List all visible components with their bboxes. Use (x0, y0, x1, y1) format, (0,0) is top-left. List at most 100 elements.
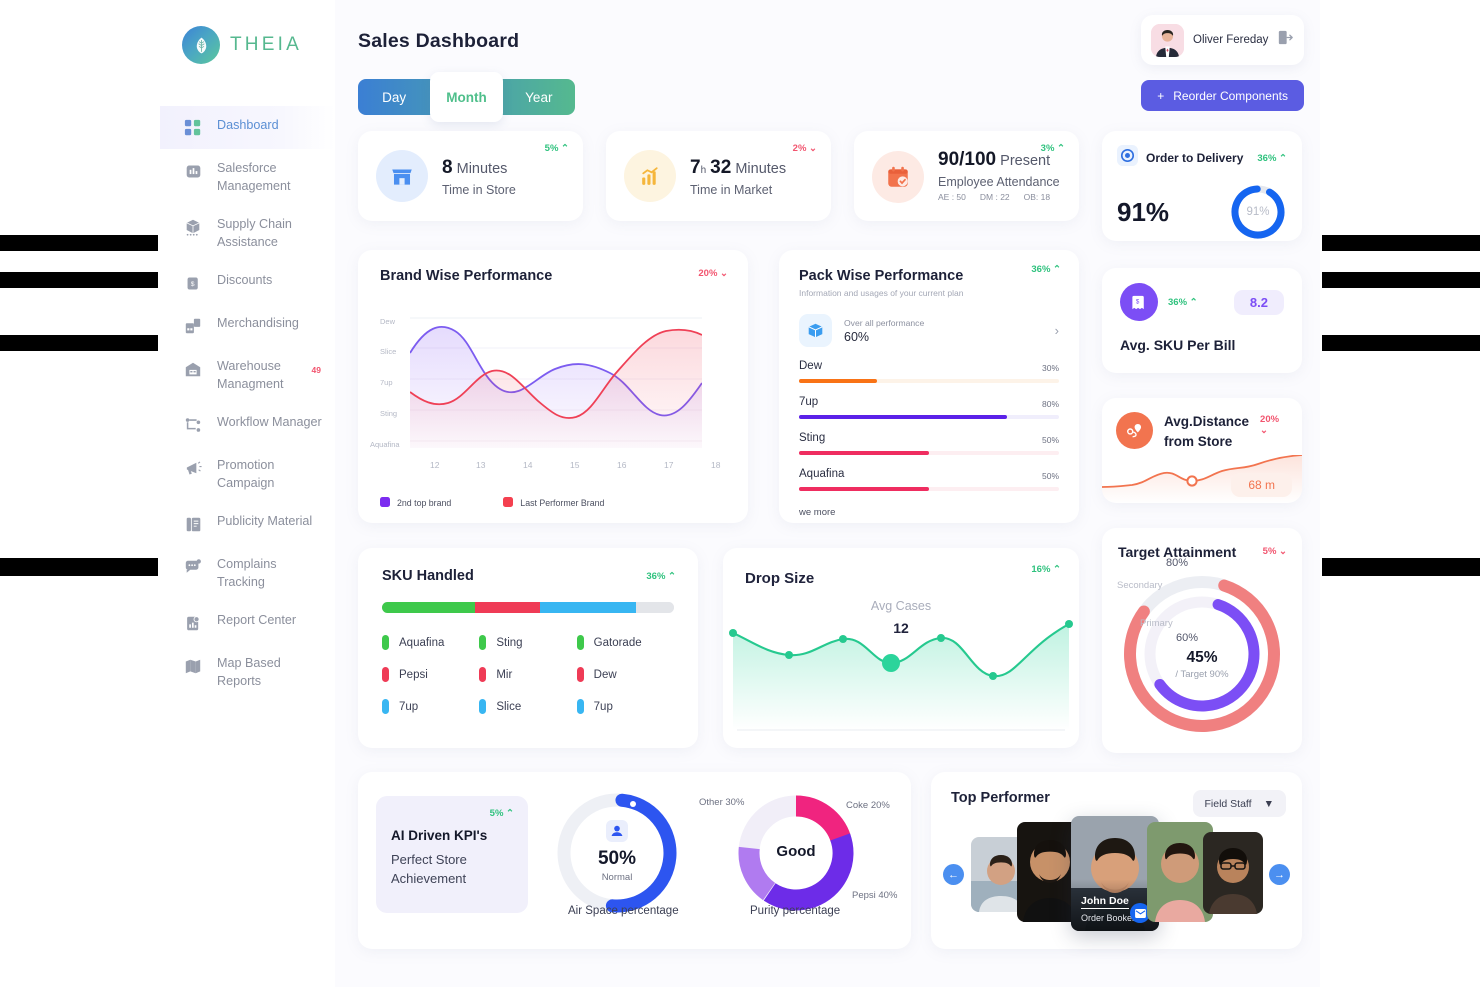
overall-label: Over all performance (844, 317, 925, 328)
purity-caption: Purity percentage (750, 905, 841, 917)
stat-delta: 5% ⌃ (544, 143, 569, 154)
card-top-performer[interactable]: Top Performer Field Staff ▼ ← → John Doe… (931, 772, 1302, 949)
performer-photo[interactable] (1147, 822, 1213, 922)
air-space-caption: Air Space percentage (568, 905, 679, 917)
sidebar-item-workflow-manager[interactable]: Workflow Manager (160, 403, 335, 446)
next-arrow-button[interactable]: → (1269, 864, 1290, 885)
sidebar-item-complains-tracking[interactable]: Complains Tracking (160, 545, 335, 601)
receipt-money-icon: $ (1120, 283, 1158, 321)
purity-label-coke: Coke 20% (846, 800, 890, 811)
chart-legend: 2nd top brand Last Performer Brand (380, 497, 604, 508)
order-delivery-value: 91% (1117, 196, 1170, 227)
stat-delta: 3% ⌃ (1040, 143, 1065, 154)
pack-row-7up: 7up 80% (799, 396, 1059, 419)
pack-name: Aquafina (799, 468, 845, 480)
chevron-down-icon: ▼ (1263, 797, 1274, 810)
card-delta: 16% ⌃ (1031, 564, 1061, 575)
performer-photo[interactable] (1203, 832, 1263, 914)
sidebar-item-merchandising[interactable]: Merchandising (160, 304, 335, 347)
card-brand-wise-performance[interactable]: Brand Wise Performance 20% ⌄ Dew Slice 7… (358, 250, 748, 523)
sidebar-item-report-center[interactable]: Report Center (160, 601, 335, 644)
list-item: 7up (576, 699, 674, 714)
stat-card-employee-attendance[interactable]: 3% ⌃ 90/100 Present Employee Attendance … (854, 131, 1079, 221)
legend-pill (576, 667, 584, 682)
pack-row-aquafina: Aquafina 50% (799, 468, 1059, 491)
tab-year[interactable]: Year (525, 89, 553, 105)
card-ai-driven-kpi[interactable]: 5% ⌃ AI Driven KPI's Perfect Store Achiev… (358, 772, 911, 949)
stat-label: Time in Market (690, 182, 773, 197)
box-icon (182, 216, 204, 238)
svg-text:$: $ (190, 281, 194, 288)
logout-icon[interactable] (1277, 30, 1294, 50)
sidebar-item-salesforce-management[interactable]: Salesforce Management (160, 149, 335, 205)
primary-ring-label: Primary (1140, 618, 1173, 629)
overall-performance-row[interactable]: Over all performance 60% › (799, 314, 1059, 347)
stat-value: 90/100 Present (938, 149, 1051, 170)
user-profile-chip[interactable]: Oliver Fereday (1141, 15, 1304, 65)
redaction-bar (0, 558, 158, 576)
mail-icon[interactable] (1130, 903, 1150, 923)
tab-day[interactable]: Day (382, 89, 407, 105)
stat-card-time-in-market[interactable]: 2% ⌄ 7h 32 Minutes Time in Market (606, 131, 831, 221)
sidebar: THEIA Dashboard Salesforce Management (160, 0, 335, 987)
chevron-right-icon[interactable]: › (1054, 323, 1059, 338)
sidebar-item-label: Workflow Manager (217, 415, 322, 429)
sidebar-item-warehouse-managment[interactable]: Warehouse Managment 49 (160, 347, 335, 403)
legend-pill (479, 699, 487, 714)
see-more-link[interactable]: we more (799, 507, 836, 518)
performer-name: John Doe (1081, 895, 1129, 909)
person-icon (554, 820, 680, 847)
card-drop-size[interactable]: Drop Size 16% ⌃ Avg Cases 12 (723, 548, 1079, 748)
sidebar-item-discounts[interactable]: $ Discounts (160, 261, 335, 304)
card-target-attainment[interactable]: Target Attainment 5% ⌄ Secondary Primary… (1102, 528, 1302, 753)
card-sku-handled[interactable]: SKU Handled 36% ⌃ Aquafina Sting Gatorad… (358, 548, 698, 748)
legend-pill (479, 635, 487, 650)
stat-value: 7h 32 Minutes (690, 157, 787, 179)
documents-icon (182, 513, 204, 535)
kpi-title: AI Driven KPI's (391, 828, 488, 843)
tab-month[interactable]: Month (430, 72, 503, 122)
legend-pill (382, 635, 389, 650)
sidebar-item-supply-chain-assistance[interactable]: Supply Chain Assistance (160, 205, 335, 261)
sku-segment-blue (539, 602, 637, 613)
pack-progress-track (799, 379, 1059, 383)
performer-photo-featured[interactable]: John Doe Order Booker (1071, 816, 1159, 931)
top-performer-filter-select[interactable]: Field Staff ▼ (1192, 790, 1286, 817)
target-center-sub: / Target 90% (1175, 669, 1229, 680)
card-title: SKU Handled (382, 568, 474, 584)
trend-down-icon: ⌄ (809, 143, 817, 154)
card-title: Order to Delivery (1146, 151, 1244, 165)
sku-segment-green (382, 602, 476, 613)
card-pack-wise-performance[interactable]: Pack Wise Performance 36% ⌃ Information … (779, 250, 1079, 523)
sidebar-item-map-based-reports[interactable]: Map Based Reports (160, 644, 335, 700)
card-title: Pack Wise Performance (799, 268, 964, 284)
reorder-components-button[interactable]: + Reorder Components (1141, 80, 1304, 111)
card-delta: 5% ⌄ (1262, 546, 1287, 557)
prev-arrow-button[interactable]: ← (943, 864, 964, 885)
card-avg-sku-per-bill[interactable]: $ 36% ⌃ 8.2 Avg. SKU Per Bill (1102, 268, 1302, 373)
card-avg-distance-from-store[interactable]: Avg.Distance from Store 20% ⌄ 68 m (1102, 398, 1302, 503)
sidebar-item-label: Complains Tracking (217, 557, 277, 589)
pack-value: 30% (1041, 363, 1059, 373)
sidebar-item-publicity-material[interactable]: Publicity Material (160, 502, 335, 545)
report-icon (182, 612, 204, 634)
app-logo[interactable]: THEIA (160, 0, 335, 64)
pack-progress-fill (799, 451, 929, 455)
redaction-bar (1322, 235, 1480, 251)
card-order-to-delivery[interactable]: Order to Delivery 36% ⌃ 91% 91% (1102, 131, 1302, 241)
svg-text:$: $ (1135, 298, 1139, 305)
sidebar-item-promotion-campaign[interactable]: Promotion Campaign (160, 446, 335, 502)
air-space-gauge: 50% Normal (554, 790, 680, 916)
x-tick-14: 14 (523, 460, 533, 470)
stat-value: 8 Minutes (442, 157, 508, 179)
list-item: Aquafina (382, 635, 479, 650)
stat-card-time-in-store[interactable]: 5% ⌃ 8 Minutes Time in Store (358, 131, 583, 221)
pack-value: 50% (1041, 435, 1059, 445)
reorder-label: Reorder Components (1173, 88, 1288, 103)
card-delta: 36% ⌃ (1168, 296, 1198, 308)
sidebar-item-dashboard[interactable]: Dashboard (160, 106, 335, 149)
secondary-ring-value: 80% (1166, 557, 1189, 569)
bar-growth-icon (624, 150, 676, 202)
bar-chart-icon (182, 160, 204, 182)
